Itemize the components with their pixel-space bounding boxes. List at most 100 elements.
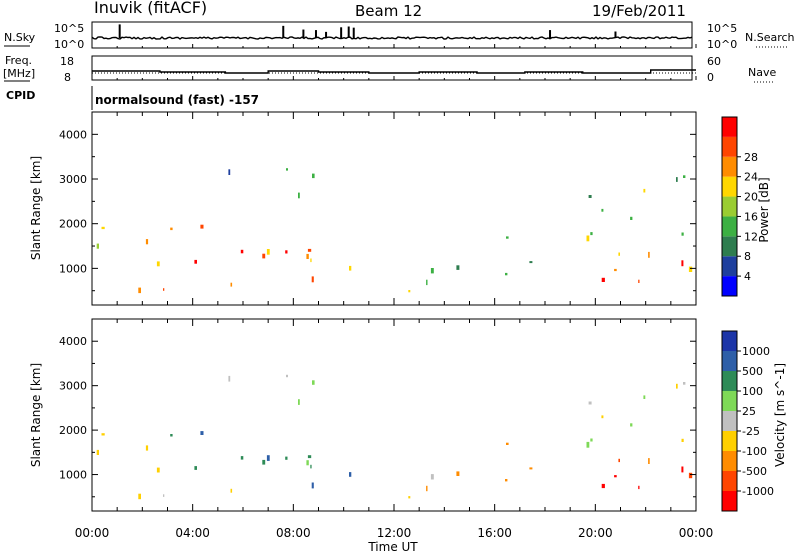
- velocity-cell: [601, 415, 604, 419]
- colorbar-segment: [722, 256, 737, 277]
- colorbar-segment: [722, 331, 737, 351]
- colorbar-segment: [722, 216, 737, 237]
- colorbar-segment: [722, 471, 737, 491]
- colorbar-segment: [722, 411, 737, 431]
- freq-tick-top: 18: [60, 55, 74, 68]
- power-colorbar-tick-label: 28: [744, 151, 758, 164]
- power-cell: [156, 261, 160, 267]
- colorbar-segment: [722, 431, 737, 451]
- velocity-cell: [408, 496, 411, 499]
- velocity-cell: [298, 399, 300, 405]
- power-cell: [170, 227, 173, 231]
- velocity-cell: [307, 455, 312, 459]
- colorbar-segment: [722, 371, 737, 391]
- colorbar-segment: [722, 391, 737, 411]
- velocity-cell: [240, 456, 244, 460]
- nsearch-tick-top: 10^5: [707, 22, 737, 35]
- x-tick-label: 00:00: [75, 526, 110, 540]
- nsky-tick-top: 10^5: [54, 22, 84, 35]
- nave-tick-bottom: 0: [707, 71, 714, 84]
- cpid-text: normalsound (fast) -157: [95, 93, 259, 107]
- power-cell: [298, 192, 300, 199]
- velocity-cell: [430, 474, 434, 480]
- power-cell: [688, 266, 693, 272]
- velocity-cell: [311, 482, 314, 489]
- nsky-panel-frame: [91, 21, 693, 49]
- velocity-cell: [286, 374, 288, 378]
- power-cell: [630, 216, 633, 220]
- date-title: 19/Feb/2011: [592, 2, 686, 20]
- velocity-cell: [688, 472, 693, 479]
- velocity-cell: [194, 466, 197, 470]
- nsky-label: N.Sky: [4, 31, 36, 44]
- velocity-cell: [163, 494, 165, 497]
- velocity-cell: [648, 458, 650, 464]
- colorbar-segment: [722, 276, 737, 296]
- power-cell: [618, 252, 620, 256]
- nave-tick-top: 60: [707, 55, 721, 68]
- freq-label-line2: [MHz]: [3, 67, 35, 80]
- cpid-label: CPID: [6, 89, 35, 102]
- velocity-cell: [618, 458, 620, 463]
- velocity-cell: [676, 383, 678, 389]
- power-cell: [194, 259, 197, 264]
- power-cell: [285, 250, 288, 254]
- x-tick-label: 04:00: [175, 526, 210, 540]
- colorbar-segment: [722, 351, 737, 371]
- power-cell: [505, 272, 508, 276]
- y-tick-label: 3000: [59, 380, 87, 393]
- colorbar-segment: [722, 451, 737, 471]
- power-cell: [96, 243, 99, 249]
- velocity-cell: [506, 442, 509, 445]
- velocity-cell: [170, 434, 173, 437]
- velocity-cell: [306, 460, 309, 466]
- velocity-ylabel: Slant Range [km]: [29, 363, 43, 467]
- velocity-cell: [230, 488, 233, 493]
- velocity-colorbar-tick-label: 100: [742, 385, 763, 398]
- velocity-cell: [138, 493, 141, 500]
- velocity-axes: 1000 2000 3000 4000: [59, 319, 697, 511]
- velocity-cell: [285, 456, 288, 460]
- power-cell: [230, 282, 233, 287]
- power-cell: [200, 224, 204, 229]
- power-cell: [266, 249, 270, 255]
- power-cell: [311, 276, 314, 283]
- colorbar-segment: [722, 136, 737, 157]
- power-cell: [590, 232, 593, 236]
- power-ylabel: Slant Range [km]: [29, 156, 43, 260]
- velocity-colorbar-tick-label: 1000: [742, 345, 770, 358]
- velocity-cell: [200, 431, 204, 435]
- power-cell: [676, 177, 678, 182]
- power-cell: [138, 287, 141, 294]
- velocity-cell: [590, 438, 593, 442]
- power-cell: [683, 175, 686, 178]
- nsky-trace: [91, 36, 693, 40]
- power-cell: [307, 248, 312, 252]
- velocity-colorbar: -1000 -500 -100 -25 25 100 500 1000: [721, 330, 774, 512]
- velocity-cell: [101, 433, 105, 436]
- y-tick-label: 2000: [59, 218, 87, 231]
- power-cell: [586, 235, 590, 242]
- station-title: Inuvik (fitACF): [94, 0, 207, 17]
- beam-title: Beam 12: [355, 2, 422, 20]
- velocity-colorbar-tick-label: 500: [742, 365, 763, 378]
- nsky-spikes: [118, 24, 617, 38]
- velocity-heatmap-cells: [96, 374, 693, 500]
- power-colorbar-tick-label: 8: [744, 250, 751, 263]
- power-cell: [286, 168, 288, 171]
- y-tick-label: 1000: [59, 262, 87, 275]
- power-cell: [310, 258, 312, 263]
- nsearch-label: N.Search: [745, 31, 795, 44]
- velocity-cell: [312, 380, 315, 385]
- velocity-colorbar-tick-label: 25: [742, 405, 756, 418]
- colorbar-segment: [722, 117, 737, 137]
- power-colorbar-label: Power [dB]: [757, 177, 771, 242]
- nave-label: Nave: [748, 66, 776, 79]
- velocity-cell: [505, 479, 508, 482]
- power-cell: [601, 208, 604, 212]
- power-cell: [426, 279, 428, 286]
- power-panel-frame: [91, 111, 697, 306]
- time-axis-label: Time UT: [367, 540, 418, 554]
- x-tick-label: 20:00: [578, 526, 613, 540]
